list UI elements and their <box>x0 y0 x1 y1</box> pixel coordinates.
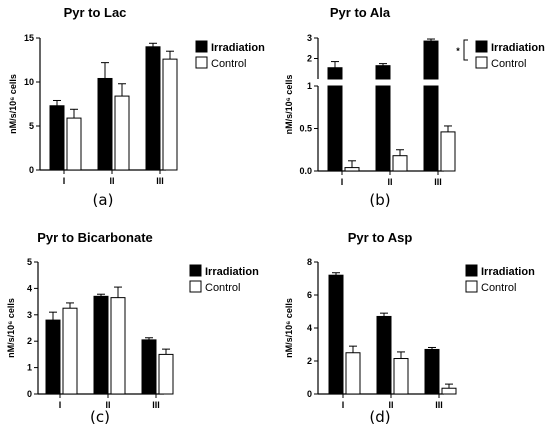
y-tick-label: 6 <box>307 290 312 300</box>
bar-control-III <box>158 353 174 395</box>
x-tick-label: II <box>105 400 110 410</box>
bar-control-I <box>344 167 360 172</box>
y-tick-label: 1 <box>307 81 312 91</box>
x-tick-label: II <box>387 177 392 187</box>
y-axis-label: nM/s/10⁶ cells <box>6 298 16 358</box>
y-tick-label: 0.0 <box>299 166 312 176</box>
significance-marker: * <box>456 46 460 56</box>
bar-irradiation-I <box>327 85 343 172</box>
panel-label: (b) <box>369 191 390 209</box>
y-tick-label: 1 <box>27 363 32 373</box>
bar-control-II <box>392 155 408 172</box>
bar-irradiation-I <box>45 319 61 395</box>
legend-swatch-irradiation <box>465 264 478 277</box>
legend-label-irradiation: Irradiation <box>491 42 545 54</box>
legend-label-irradiation: Irradiation <box>211 42 265 54</box>
bar-irradiation-II <box>93 295 109 395</box>
bar-control-III <box>441 387 457 395</box>
bar-control-II <box>393 358 409 395</box>
y-tick-label: 2 <box>307 356 312 366</box>
bar-irradiation-III <box>145 46 161 171</box>
x-tick-label: II <box>109 176 114 186</box>
x-tick-label: III <box>152 400 160 410</box>
y-tick-label: 2 <box>307 54 312 64</box>
bar-irradiation-II <box>97 77 113 171</box>
bar-control-I <box>62 307 78 395</box>
x-tick-label: I <box>342 400 345 410</box>
bar-irradiation-II-upper <box>375 65 391 80</box>
y-tick-label: 5 <box>27 257 32 267</box>
bar-irradiation-III <box>423 85 439 172</box>
legend-label-irradiation: Irradiation <box>481 266 535 278</box>
y-tick-label: 15 <box>24 33 34 43</box>
bar-irradiation-I <box>328 274 344 395</box>
x-tick-label: I <box>59 400 62 410</box>
x-tick-label: III <box>434 177 442 187</box>
bar-irradiation-III <box>141 339 157 395</box>
x-tick-label: III <box>435 400 443 410</box>
y-tick-label: 5 <box>29 121 34 131</box>
y-axis-label: nM/s/10⁶ cells <box>284 298 294 358</box>
bar-irradiation-I <box>49 105 65 171</box>
y-tick-label: 4 <box>27 283 32 293</box>
x-tick-label: I <box>63 176 66 186</box>
chart-title: Pyr to Bicarbonate <box>37 230 153 245</box>
bar-control-II <box>114 95 130 171</box>
bar-control-II <box>110 297 126 395</box>
legend-label-control: Control <box>211 58 246 70</box>
y-tick-label: 2 <box>27 336 32 346</box>
bar-control-III <box>440 131 456 172</box>
legend-label-control: Control <box>205 282 240 294</box>
bar-control-III <box>162 58 178 171</box>
chart-title: Pyr to Asp <box>348 230 413 245</box>
x-tick-label: III <box>156 176 164 186</box>
legend-swatch-irradiation <box>189 264 202 277</box>
x-tick-label: II <box>388 400 393 410</box>
y-tick-label: 0 <box>307 389 312 399</box>
y-tick-label: 0 <box>29 165 34 175</box>
bar-irradiation-III-upper <box>423 40 439 80</box>
bar-control-I <box>66 117 82 171</box>
y-tick-label: 3 <box>307 33 312 43</box>
bar-irradiation-I-upper <box>327 67 343 80</box>
axis-break-gap <box>312 80 446 85</box>
legend-label-control: Control <box>481 282 516 294</box>
y-tick-label: 10 <box>24 77 34 87</box>
legend-swatch-control <box>475 56 488 69</box>
bar-irradiation-II <box>375 85 391 172</box>
legend-swatch-control <box>195 56 208 69</box>
panel-label: (c) <box>90 408 110 426</box>
x-tick-label: I <box>341 177 344 187</box>
legend-swatch-control <box>465 280 478 293</box>
panel-label: (a) <box>93 191 114 209</box>
bar-control-I <box>345 352 361 395</box>
significance-bracket <box>463 39 468 61</box>
chart-title: Pyr to Lac <box>64 5 127 20</box>
y-tick-label: 4 <box>307 323 312 333</box>
chart-title: Pyr to Ala <box>330 5 391 20</box>
legend-swatch-control <box>189 280 202 293</box>
panel-label: (d) <box>369 408 390 426</box>
y-tick-label: 3 <box>27 310 32 320</box>
y-tick-label: 0 <box>27 389 32 399</box>
legend-label-control: Control <box>491 58 526 70</box>
legend-swatch-irradiation <box>195 40 208 53</box>
bar-irradiation-III <box>424 348 440 395</box>
y-tick-label: 8 <box>307 257 312 267</box>
y-axis-label: nM/s/10⁶ cells <box>284 75 294 135</box>
bar-irradiation-II <box>376 315 392 395</box>
y-tick-label: 0.5 <box>299 124 312 134</box>
legend-swatch-irradiation <box>475 40 488 53</box>
y-axis-label: nM/s/10⁶ cells <box>8 74 18 134</box>
legend-label-irradiation: Irradiation <box>205 266 259 278</box>
